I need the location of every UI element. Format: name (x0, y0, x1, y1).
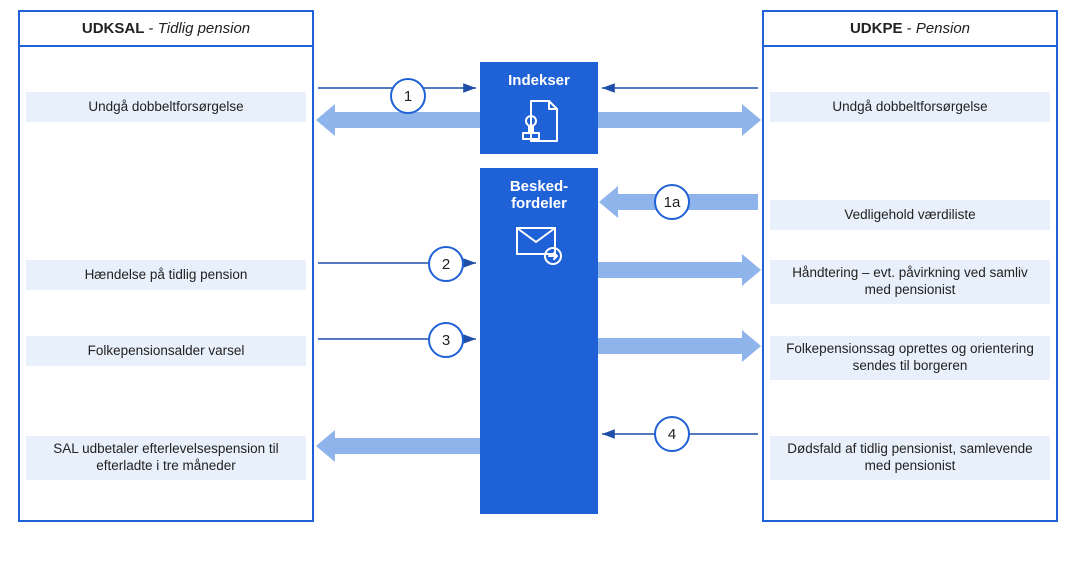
step-2-circle: 2 (428, 246, 464, 282)
left-panel-code: UDKSAL (82, 20, 145, 37)
step-1a-circle: 1a (654, 184, 690, 220)
arrow-left4-thick (316, 430, 480, 462)
besked-label-1: Besked- (480, 178, 598, 195)
right-row-2: Vedligehold værdiliste (770, 200, 1050, 230)
right-panel-header: UDKPE - Pension (764, 12, 1056, 47)
left-row-2: Hændelse på tidlig pension (26, 260, 306, 290)
beskedfordeler-box: Besked- fordeler (480, 168, 598, 514)
left-panel: UDKSAL - Tidlig pension Undgå dobbeltfor… (18, 10, 314, 522)
step-3-circle: 3 (428, 322, 464, 358)
right-row-3: Håndtering – evt. påvirkning ved samliv … (770, 260, 1050, 304)
arrow-r1-thick (598, 104, 761, 136)
envelope-forward-icon (480, 224, 598, 272)
right-row-5: Dødsfald af tidlig pensionist, samlevend… (770, 436, 1050, 480)
right-panel-code: UDKPE (850, 20, 903, 37)
left-panel-header: UDKSAL - Tidlig pension (20, 12, 312, 47)
step-4-circle: 4 (654, 416, 690, 452)
left-row-4: SAL udbetaler efterlevelsespension til e… (26, 436, 306, 480)
left-row-3: Folkepensionsalder varsel (26, 336, 306, 366)
right-row-1: Undgå dobbeltforsørgelse (770, 92, 1050, 122)
right-row-4: Folkepensionssag oprettes og orientering… (770, 336, 1050, 380)
right-panel: UDKPE - Pension Undgå dobbeltforsørgelse… (762, 10, 1058, 522)
stamp-document-icon (480, 97, 598, 149)
indekser-box: Indekser (480, 62, 598, 154)
arrow-r4-thick (598, 330, 761, 362)
step-1-circle: 1 (390, 78, 426, 114)
indekser-label: Indekser (480, 72, 598, 89)
besked-label-2: fordeler (480, 195, 598, 212)
right-panel-sub: Pension (916, 20, 970, 37)
left-row-1: Undgå dobbeltforsørgelse (26, 92, 306, 122)
left-panel-sub: Tidlig pension (158, 20, 250, 37)
arrow-r3-thick (598, 254, 761, 286)
